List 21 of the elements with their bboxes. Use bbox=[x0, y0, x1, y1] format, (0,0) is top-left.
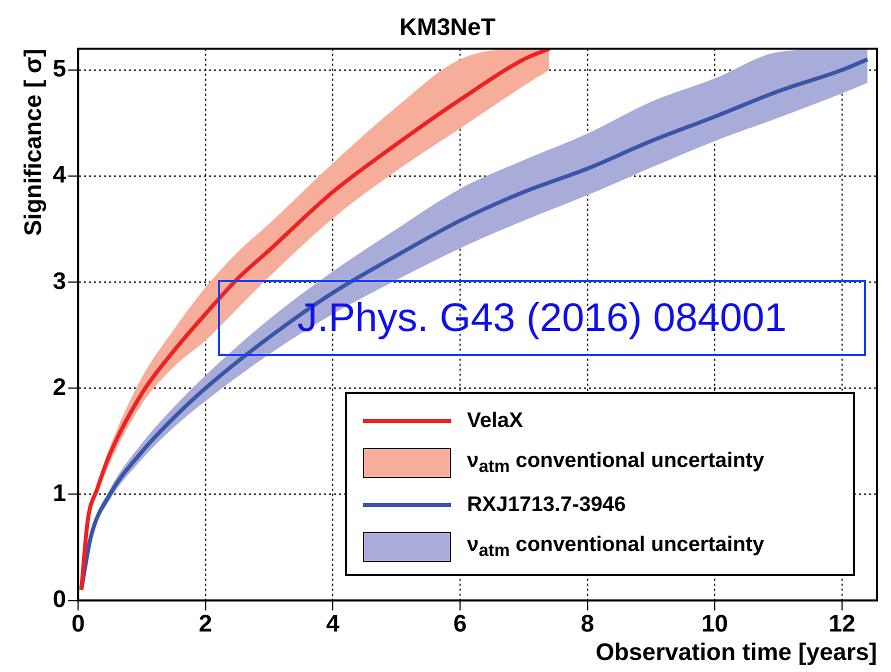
legend-label: VelaX bbox=[467, 409, 524, 433]
y-tick-label: 5 bbox=[52, 56, 66, 83]
x-tick-label: 0 bbox=[71, 610, 85, 638]
x-tick-label: 2 bbox=[198, 610, 212, 638]
y-tick-label: 1 bbox=[52, 480, 66, 507]
x-tick-label: 6 bbox=[453, 610, 467, 638]
y-axis-title: Significance [ σ] bbox=[20, 48, 48, 236]
x-tick-label: 12 bbox=[828, 610, 856, 638]
y-tick-label: 0 bbox=[52, 586, 66, 614]
legend-label: ν$_{atm}$ conventional uncertainty bbox=[467, 448, 764, 478]
x-tick-label: 8 bbox=[580, 610, 594, 638]
chart-title: KM3NeT bbox=[399, 14, 496, 42]
legend-label: ν$_{atm}$ conventional uncertainty bbox=[467, 532, 764, 562]
legend-label: RXJ1713.7-3946 bbox=[467, 493, 626, 517]
annotation: J.Phys. G43 (2016) 084001 bbox=[218, 280, 866, 356]
y-tick-label: 4 bbox=[52, 162, 67, 189]
x-tick-label: 4 bbox=[326, 610, 340, 638]
x-axis-title: Observation time [years] bbox=[596, 639, 877, 666]
y-tick-label: 2 bbox=[52, 374, 66, 401]
x-tick-label: 10 bbox=[701, 610, 728, 638]
y-tick-label: 3 bbox=[52, 268, 66, 295]
